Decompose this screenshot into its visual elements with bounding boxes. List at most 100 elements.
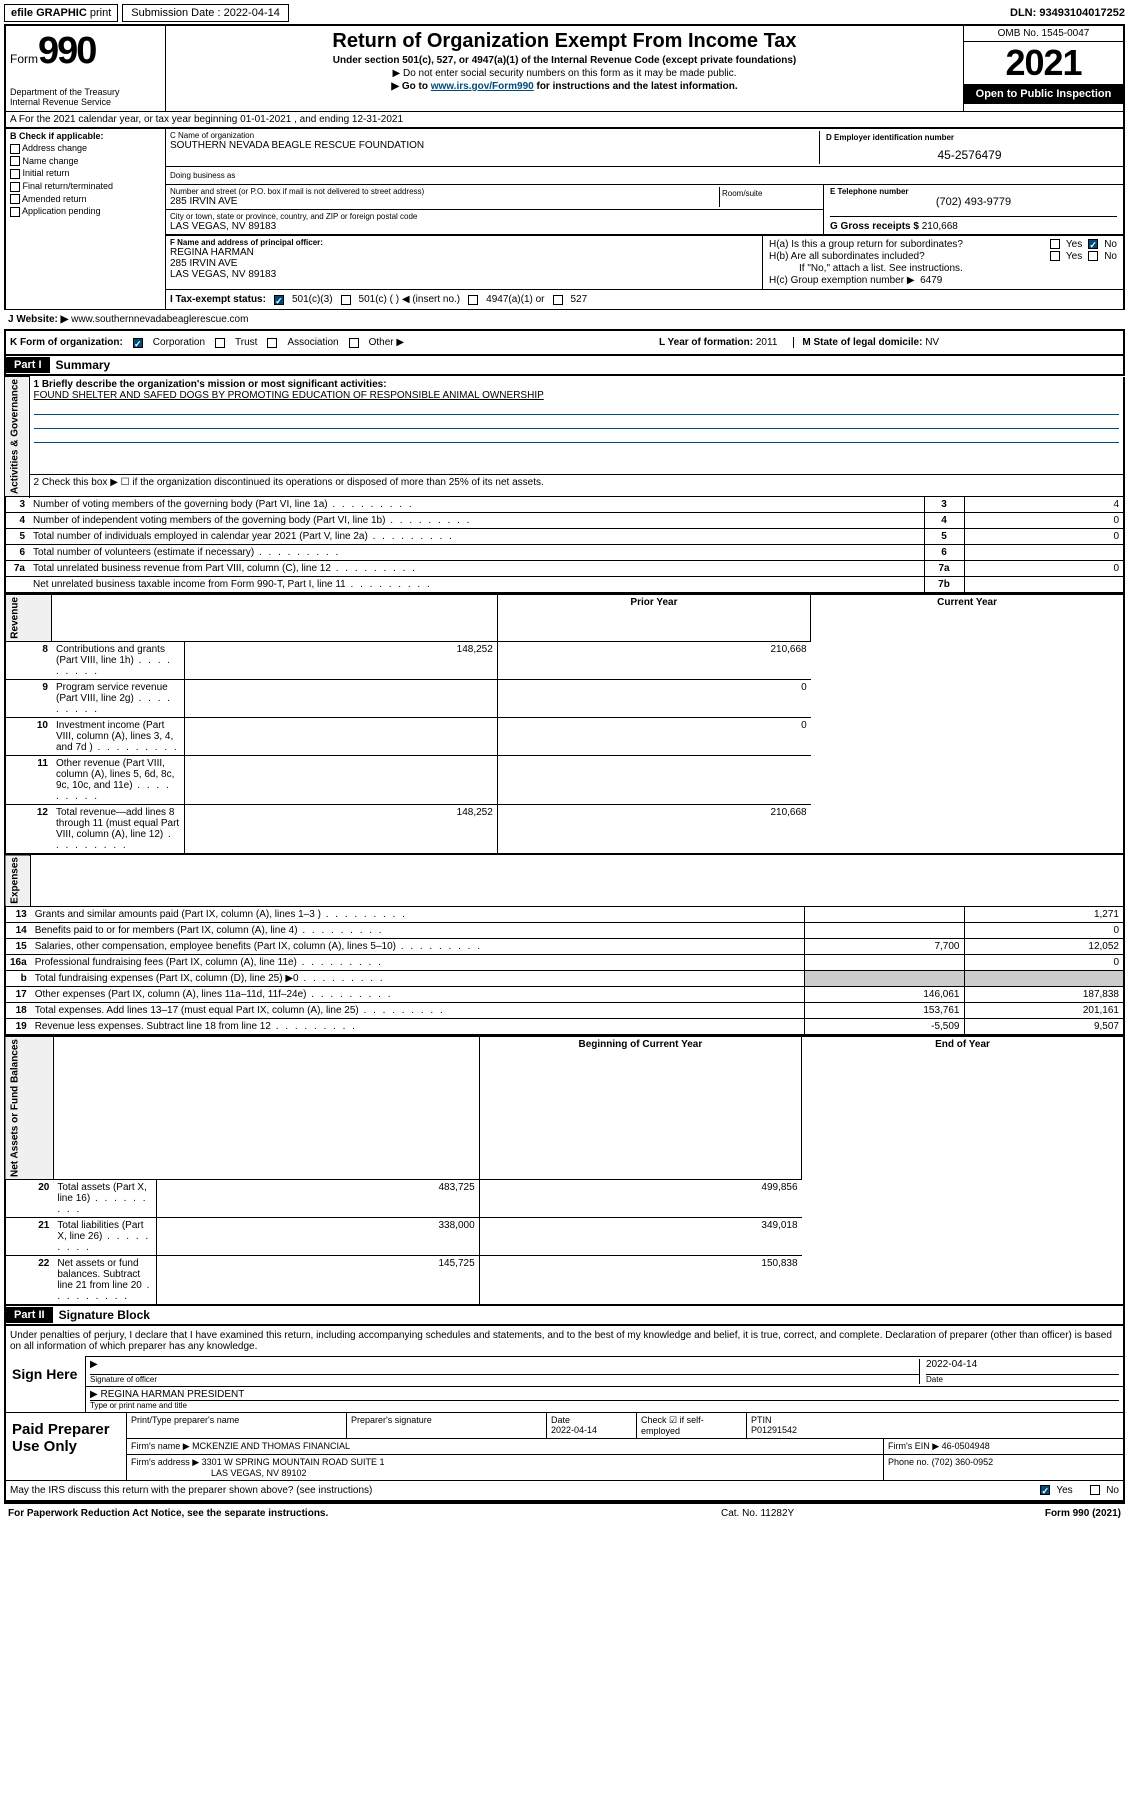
- ha-no[interactable]: ✓: [1088, 239, 1098, 249]
- k-other[interactable]: [349, 338, 359, 348]
- line-text: Revenue less expenses. Subtract line 18 …: [31, 1019, 804, 1036]
- i-label: I Tax-exempt status:: [170, 294, 266, 305]
- main-title: Return of Organization Exempt From Incom…: [172, 30, 957, 53]
- firm-city: LAS VEGAS, NV 89102: [131, 1468, 307, 1478]
- firm-ein: 46-0504948: [942, 1441, 990, 1451]
- d-label: D Employer identification number: [826, 133, 1113, 142]
- prep-name-label: Print/Type preparer's name: [126, 1413, 346, 1438]
- k-corp[interactable]: ✓: [133, 338, 143, 348]
- line-box: 7a: [924, 561, 964, 577]
- officer-addr2: LAS VEGAS, NV 89183: [170, 269, 758, 280]
- form-word: Form: [10, 52, 38, 66]
- line-text: Net unrelated business taxable income fr…: [29, 577, 924, 594]
- paid-preparer: Paid Preparer Use Only: [6, 1413, 126, 1480]
- officer-printed: REGINA HARMAN PRESIDENT: [100, 1389, 244, 1400]
- chk-initial[interactable]: [10, 169, 20, 179]
- b-label: B Check if applicable:: [10, 131, 161, 141]
- prep-sig-label: Preparer's signature: [346, 1413, 546, 1438]
- h-b: H(b) Are all subordinates included?: [769, 251, 1050, 262]
- city-label: City or town, state or province, country…: [170, 212, 819, 221]
- i-501c3[interactable]: ✓: [274, 295, 284, 305]
- street-label: Number and street (or P.O. box if mail i…: [170, 187, 719, 196]
- mission: FOUND SHELTER AND SAFED DOGS BY PROMOTIN…: [34, 390, 1120, 401]
- curr-val: 12,052: [964, 939, 1124, 955]
- chk-name[interactable]: [10, 156, 20, 166]
- check-self: Check ☑ if self-employed: [636, 1413, 746, 1438]
- line-val: [964, 545, 1124, 561]
- chk-address[interactable]: [10, 144, 20, 154]
- i-4947[interactable]: [468, 295, 478, 305]
- line-num: 11: [5, 755, 52, 804]
- prior-val: 483,725: [157, 1180, 479, 1218]
- line-text: Number of voting members of the governin…: [29, 497, 924, 513]
- prior-val: 153,761: [804, 1003, 964, 1019]
- irs-yes[interactable]: ✓: [1040, 1485, 1050, 1495]
- line-text: Number of independent voting members of …: [29, 513, 924, 529]
- line-text: Total number of volunteers (estimate if …: [29, 545, 924, 561]
- m-val: NV: [925, 337, 939, 348]
- ein: 45-2576479: [826, 148, 1113, 162]
- sig-officer-label: Signature of officer: [90, 1375, 919, 1384]
- line-text: Salaries, other compensation, employee b…: [31, 939, 804, 955]
- ha-yes[interactable]: [1050, 239, 1060, 249]
- curr-val: 187,838: [964, 987, 1124, 1003]
- prior-val: 145,725: [157, 1256, 479, 1306]
- hb-yes[interactable]: [1050, 251, 1060, 261]
- irs-link[interactable]: www.irs.gov/Form990: [431, 81, 534, 92]
- line-val: [964, 577, 1124, 594]
- e-label: E Telephone number: [830, 187, 1117, 196]
- line-box: 7b: [924, 577, 964, 594]
- k-assoc[interactable]: [267, 338, 277, 348]
- line-text: Program service revenue (Part VIII, line…: [52, 679, 184, 717]
- declaration: Under penalties of perjury, I declare th…: [6, 1326, 1123, 1356]
- prior-val: -5,509: [804, 1019, 964, 1036]
- curr-val: 210,668: [497, 804, 810, 854]
- line-text: Investment income (Part VIII, column (A)…: [52, 717, 184, 755]
- irs-no[interactable]: [1090, 1485, 1100, 1495]
- omb-number: OMB No. 1545-0047: [964, 26, 1123, 42]
- i-501c[interactable]: [341, 295, 351, 305]
- prior-val: 148,252: [184, 641, 497, 679]
- footer-form: Form 990 (2021): [921, 1508, 1121, 1519]
- dept-treasury: Department of the Treasury Internal Reve…: [10, 87, 161, 107]
- hdr-prior: Prior Year: [497, 595, 810, 642]
- i-527[interactable]: [553, 295, 563, 305]
- line-box: 6: [924, 545, 964, 561]
- line-box: 3: [924, 497, 964, 513]
- tax-year: 2021: [964, 42, 1123, 84]
- line-num: 15: [5, 939, 31, 955]
- curr-val: 0: [964, 955, 1124, 971]
- line-num: 6: [5, 545, 29, 561]
- line-text: Total number of individuals employed in …: [29, 529, 924, 545]
- hb-no[interactable]: [1088, 251, 1098, 261]
- line-text: Total revenue—add lines 8 through 11 (mu…: [52, 804, 184, 854]
- line-num: 4: [5, 513, 29, 529]
- j-label: J Website: ▶: [8, 314, 68, 325]
- line-text: Total liabilities (Part X, line 26): [53, 1218, 156, 1256]
- side-revenue: Revenue: [5, 595, 52, 642]
- prior-val: 338,000: [157, 1218, 479, 1256]
- line-num: 5: [5, 529, 29, 545]
- part1-title: Summary: [50, 356, 117, 374]
- officer-name: REGINA HARMAN: [170, 247, 758, 258]
- l-val: 2011: [756, 337, 778, 348]
- chk-amended[interactable]: [10, 194, 20, 204]
- chk-pending[interactable]: [10, 207, 20, 217]
- prior-val: [184, 755, 497, 804]
- curr-val: 150,838: [479, 1256, 801, 1306]
- prior-val: [184, 717, 497, 755]
- instr-link: ▶ Go to www.irs.gov/Form990 for instruct…: [172, 81, 957, 92]
- curr-val: 0: [497, 717, 810, 755]
- line-num: 12: [5, 804, 52, 854]
- efile-button[interactable]: efile GRAPHIC print: [4, 4, 118, 22]
- k-trust[interactable]: [215, 338, 225, 348]
- line-text: Net assets or fund balances. Subtract li…: [53, 1256, 156, 1306]
- chk-final[interactable]: [10, 182, 20, 192]
- m-label: M State of legal domicile:: [802, 337, 922, 348]
- room-label: Room/suite: [722, 189, 817, 198]
- curr-val: 1,271: [964, 907, 1124, 923]
- line-box: 4: [924, 513, 964, 529]
- line-num: 8: [5, 641, 52, 679]
- line-text: Other expenses (Part IX, column (A), lin…: [31, 987, 804, 1003]
- g-label: G Gross receipts $: [830, 221, 919, 232]
